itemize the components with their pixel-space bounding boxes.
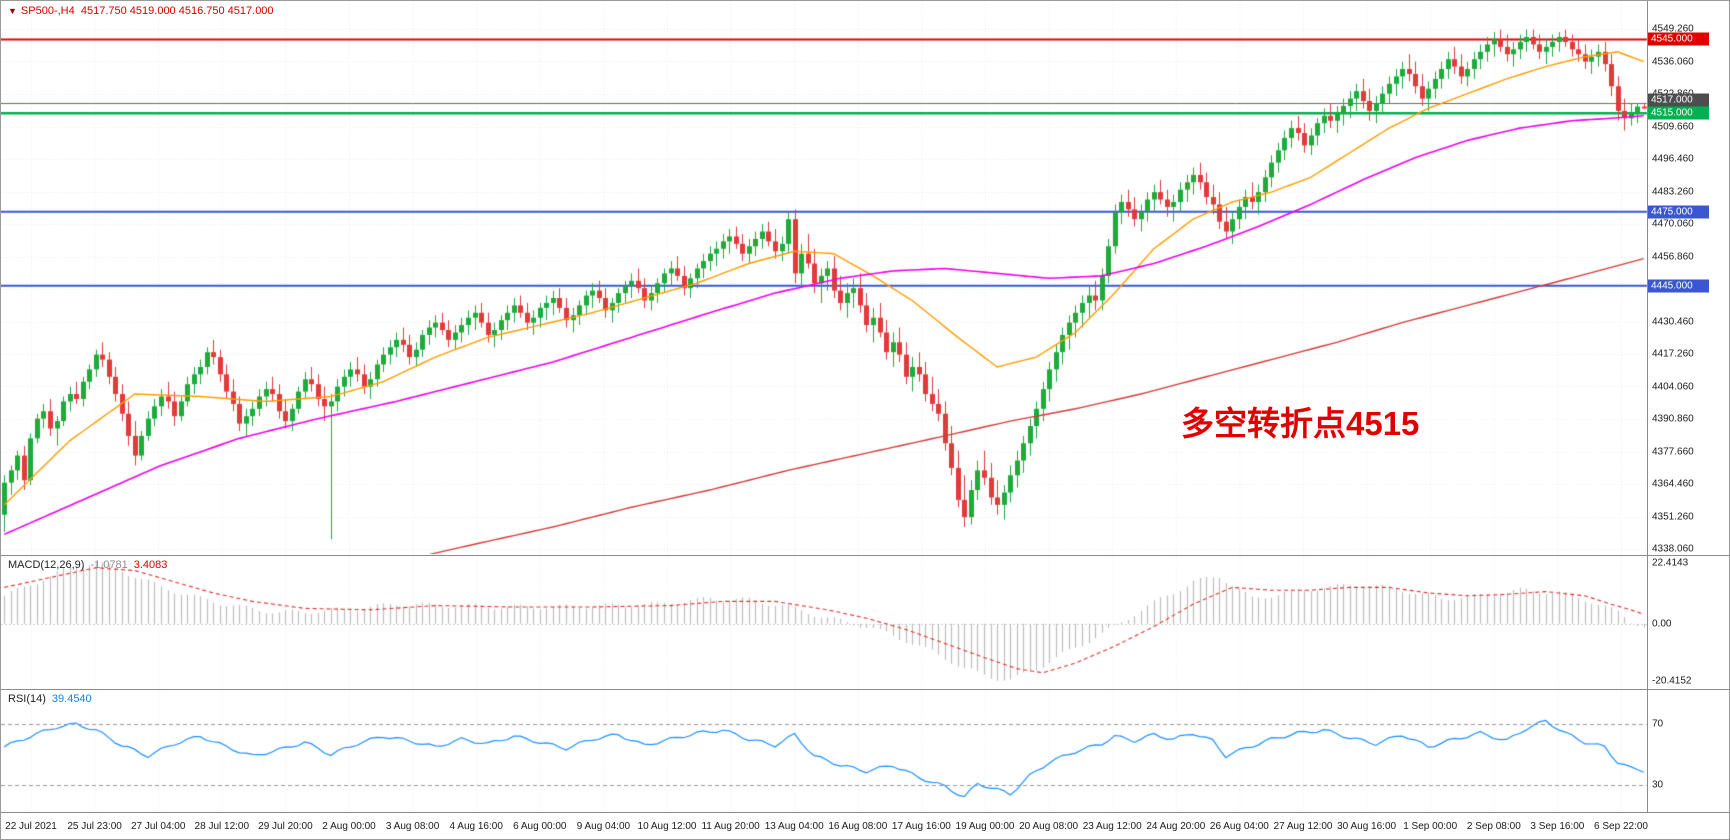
time-axis-label: 19 Aug 00:00 xyxy=(955,821,1015,832)
hline-price-badge: 4545.000 xyxy=(1648,32,1709,46)
symbol-period-label: SP500-,H4 xyxy=(20,5,75,17)
chart-title: ▼ SP500-,H4 4517.750 4519.000 4516.750 45… xyxy=(8,5,274,17)
symbol-marker-icon: ▼ xyxy=(8,6,17,16)
time-axis-label: 25 Jul 23:00 xyxy=(67,821,122,832)
time-axis-label: 11 Aug 20:00 xyxy=(701,821,760,832)
time-axis-label: 9 Aug 04:00 xyxy=(576,821,631,832)
price-axis-label: 4390.860 xyxy=(1652,413,1694,425)
rsi-name: RSI(14) xyxy=(8,693,46,705)
time-axis-label: 29 Jul 20:00 xyxy=(258,821,313,832)
rsi-value: 39.4540 xyxy=(51,693,92,705)
macd-main-value: -1.0781 xyxy=(90,559,128,571)
time-axis-label: 24 Aug 20:00 xyxy=(1146,821,1206,832)
time-axis-label: 2 Sep 08:00 xyxy=(1466,821,1521,832)
price-axis-label: 4496.460 xyxy=(1652,153,1694,165)
time-axis-label: 10 Aug 12:00 xyxy=(637,821,697,832)
price-axis-label: 4483.260 xyxy=(1652,186,1694,197)
macd-indicator-label: MACD(12,26,9) -1.0781 3.4083 xyxy=(8,559,167,571)
time-axis-label: 1 Sep 00:00 xyxy=(1403,821,1458,832)
price-axis-label: 4470.060 xyxy=(1652,218,1694,230)
time-axis-label: 22 Jul 2021 xyxy=(5,821,57,832)
macd-name: MACD(12,26,9) xyxy=(8,559,85,571)
price-axis-label: 4536.060 xyxy=(1652,56,1694,67)
macd-axis-label: -20.4152 xyxy=(1652,675,1692,687)
price-axis-label: 4549.260 xyxy=(1652,23,1694,35)
price-axis-label: 4364.460 xyxy=(1652,478,1694,490)
hline-price-badge: 4445.000 xyxy=(1648,279,1709,293)
price-axis-label: 4456.860 xyxy=(1652,251,1694,262)
ohlc-values: 4517.750 4519.000 4516.750 4517.000 xyxy=(80,5,274,17)
time-axis-label: 6 Aug 00:00 xyxy=(513,821,567,832)
time-axis-label: 26 Aug 04:00 xyxy=(1209,821,1269,832)
price-axis-label: 4509.660 xyxy=(1652,121,1694,132)
rsi-level-label: 70 xyxy=(1652,718,1664,730)
hline-price-badge: 4515.000 xyxy=(1648,106,1709,120)
time-axis-label: 6 Sep 22:00 xyxy=(1594,821,1648,832)
current-price-badge: 4517.000 xyxy=(1648,93,1709,107)
rsi-level-label: 30 xyxy=(1652,779,1664,791)
time-axis-label: 3 Aug 08:00 xyxy=(385,821,440,832)
time-axis-label: 3 Sep 16:00 xyxy=(1530,821,1585,832)
time-axis-label: 28 Jul 12:00 xyxy=(194,821,250,832)
panel-separator[interactable] xyxy=(1,555,1729,556)
panel-separator[interactable] xyxy=(1,812,1729,813)
macd-axis-label: 22.4143 xyxy=(1652,557,1689,569)
price-axis-label: 4430.460 xyxy=(1652,316,1694,327)
price-axis-label: 4417.260 xyxy=(1652,348,1694,360)
time-axis-label: 16 Aug 08:00 xyxy=(828,821,888,832)
time-axis-label: 13 Aug 04:00 xyxy=(764,821,824,832)
price-axis-label: 4351.260 xyxy=(1652,511,1694,522)
rsi-indicator-label: RSI(14) 39.4540 xyxy=(8,693,92,705)
time-axis-label: 2 Aug 00:00 xyxy=(322,821,376,832)
price-axis-label: 4377.660 xyxy=(1652,446,1694,457)
price-axis-label: 4338.060 xyxy=(1652,543,1694,555)
time-axis-label: 30 Aug 16:00 xyxy=(1337,821,1397,832)
time-axis-label: 4 Aug 16:00 xyxy=(449,821,503,832)
chart-annotation-text: 多空转折点4515 xyxy=(1181,405,1420,442)
time-axis-label: 27 Aug 12:00 xyxy=(1273,821,1333,832)
panel-separator[interactable] xyxy=(1,689,1729,690)
time-axis-label: 20 Aug 08:00 xyxy=(1019,821,1079,832)
price-axis-separator xyxy=(1647,1,1648,812)
macd-axis-label: 0.00 xyxy=(1652,618,1672,630)
hline-price-badge: 4475.000 xyxy=(1648,205,1709,219)
price-axis-label: 4404.060 xyxy=(1652,381,1694,392)
time-axis-label: 27 Jul 04:00 xyxy=(130,821,186,832)
macd-signal-value: 3.4083 xyxy=(133,559,168,571)
time-axis-label: 17 Aug 16:00 xyxy=(891,821,951,832)
time-axis-label: 23 Aug 12:00 xyxy=(1082,821,1142,832)
